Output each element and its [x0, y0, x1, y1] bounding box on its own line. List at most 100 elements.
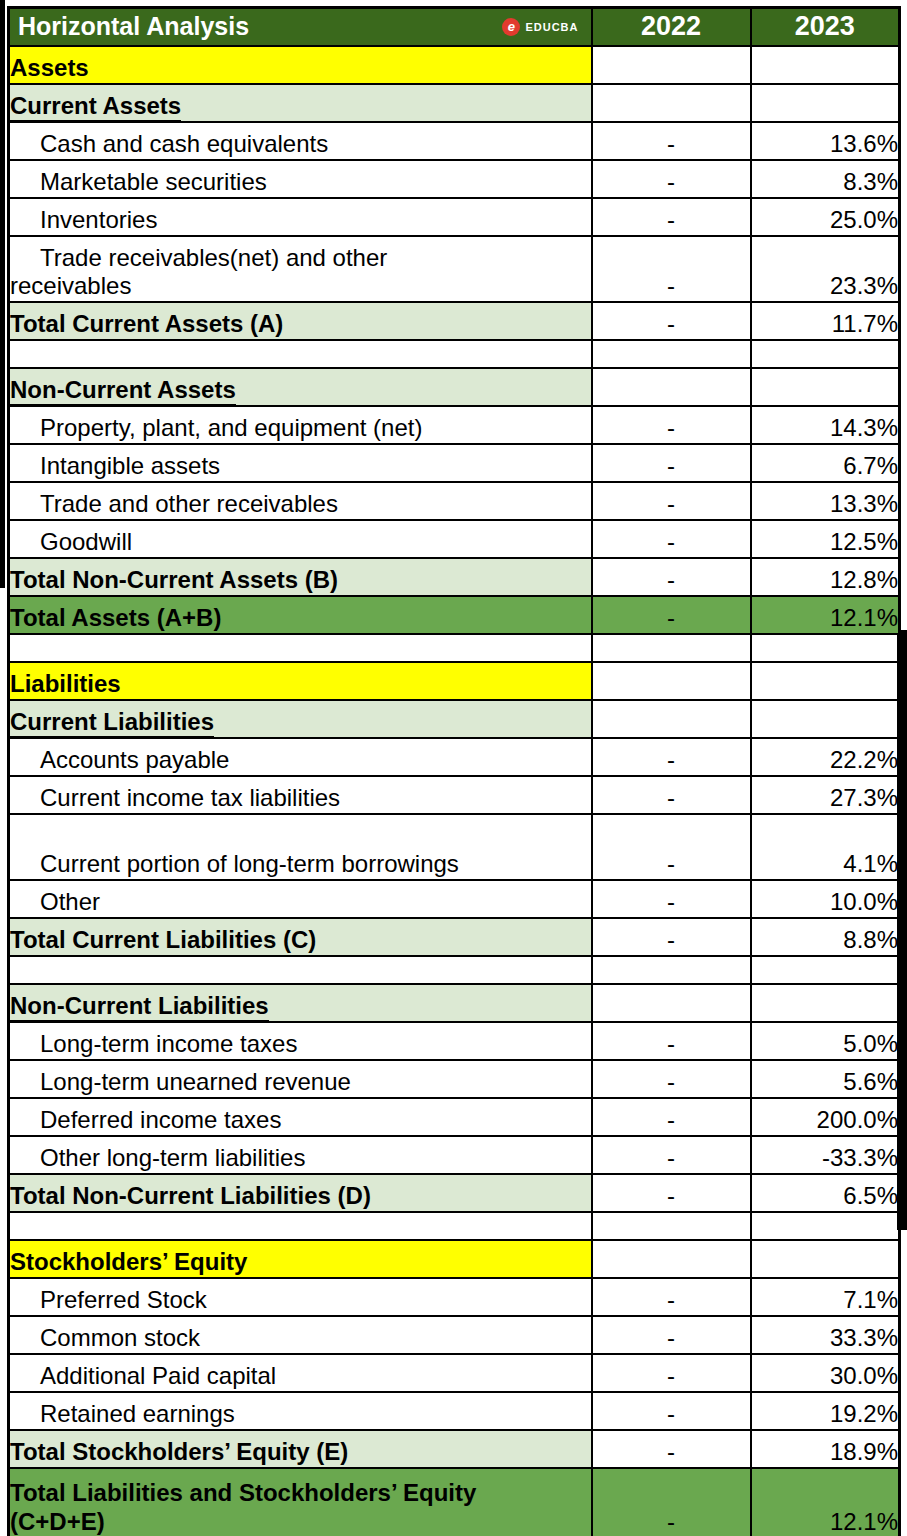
- table-row: Total Non-Current Liabilities (D)-6.5%: [9, 1174, 900, 1212]
- row-label-cell: Current Assets: [9, 84, 592, 122]
- table-row: Preferred Stock-7.1%: [9, 1278, 900, 1316]
- row-label: Total Current Assets (A): [10, 310, 283, 337]
- table-row: Current Liabilities: [9, 700, 900, 738]
- value-2023-cell: 12.8%: [751, 558, 900, 596]
- table-row: Deferred income taxes-200.0%: [9, 1098, 900, 1136]
- row-label-cell: [9, 340, 592, 368]
- value-2022-cell: -: [592, 1430, 751, 1468]
- table-row: Cash and cash equivalents-13.6%: [9, 122, 900, 160]
- table-row: Accounts payable-22.2%: [9, 738, 900, 776]
- row-label: Common stock: [40, 1324, 200, 1351]
- table-row: Non-Current Assets: [9, 368, 900, 406]
- value-2023-cell: 12.1%: [751, 596, 900, 634]
- table-row: Total Current Assets (A)-11.7%: [9, 302, 900, 340]
- value-2022-cell: -: [592, 406, 751, 444]
- value-2023-cell: 6.7%: [751, 444, 900, 482]
- row-label-cell: Total Non-Current Assets (B): [9, 558, 592, 596]
- value-2023-cell: [751, 956, 900, 984]
- table-row: Non-Current Liabilities: [9, 984, 900, 1022]
- row-label: Other: [40, 888, 100, 915]
- row-label-cell: [9, 1212, 592, 1240]
- value-2023-cell: 14.3%: [751, 406, 900, 444]
- column-header-2022: 2022: [592, 8, 751, 46]
- table-row: Intangible assets-6.7%: [9, 444, 900, 482]
- table-row: Goodwill-12.5%: [9, 520, 900, 558]
- row-label: Trade receivables(net) and other receiva…: [10, 244, 387, 299]
- row-label: Cash and cash equivalents: [40, 130, 328, 157]
- row-label: Assets: [10, 54, 89, 81]
- row-label-cell: Retained earnings: [9, 1392, 592, 1430]
- table-row: Other long-term liabilities--33.3%: [9, 1136, 900, 1174]
- value-2022-cell: -: [592, 918, 751, 956]
- value-2022-cell: [592, 634, 751, 662]
- table-row: Retained earnings-19.2%: [9, 1392, 900, 1430]
- row-label: Retained earnings: [40, 1400, 235, 1427]
- header-row: Horizontal Analysis e EDUCBA 2022 2023: [9, 8, 900, 46]
- row-label: Total Non-Current Assets (B): [10, 566, 338, 593]
- table-row: Total Current Liabilities (C)-8.8%: [9, 918, 900, 956]
- row-label: Stockholders’ Equity: [10, 1248, 247, 1275]
- row-label-cell: Non-Current Assets: [9, 368, 592, 406]
- row-label: Total Assets (A+B): [10, 604, 221, 631]
- row-label-cell: Liabilities: [9, 662, 592, 700]
- row-label: Intangible assets: [40, 452, 220, 479]
- blank-row: [9, 956, 900, 984]
- value-2023-cell: 10.0%: [751, 880, 900, 918]
- row-label-cell: Other long-term liabilities: [9, 1136, 592, 1174]
- row-label-cell: Total Liabilities and Stockholders’ Equi…: [9, 1468, 592, 1536]
- row-label: Deferred income taxes: [40, 1106, 281, 1133]
- row-label: Accounts payable: [40, 746, 229, 773]
- row-label-cell: Long-term unearned revenue: [9, 1060, 592, 1098]
- value-2023-cell: [751, 46, 900, 84]
- row-label-cell: Deferred income taxes: [9, 1098, 592, 1136]
- row-label: Current portion of long-term borrowings: [40, 850, 459, 877]
- value-2023-cell: 4.1%: [751, 814, 900, 880]
- value-2022-cell: -: [592, 558, 751, 596]
- value-2023-cell: [751, 634, 900, 662]
- row-label: Current income tax liabilities: [40, 784, 340, 811]
- value-2023-cell: 8.8%: [751, 918, 900, 956]
- value-2022-cell: -: [592, 1136, 751, 1174]
- value-2022-cell: [592, 46, 751, 84]
- row-label-cell: Total Current Liabilities (C): [9, 918, 592, 956]
- row-label: Inventories: [40, 206, 157, 233]
- table-row: Total Liabilities and Stockholders’ Equi…: [9, 1468, 900, 1536]
- table-row: Trade and other receivables-13.3%: [9, 482, 900, 520]
- row-label: Total Non-Current Liabilities (D): [10, 1182, 371, 1209]
- table-row: Marketable securities-8.3%: [9, 160, 900, 198]
- row-label-cell: Total Assets (A+B): [9, 596, 592, 634]
- row-label-cell: [9, 634, 592, 662]
- row-label: Non-Current Assets: [10, 376, 236, 407]
- row-label-cell: Assets: [9, 46, 592, 84]
- value-2022-cell: [592, 700, 751, 738]
- value-2022-cell: -: [592, 302, 751, 340]
- value-2023-cell: 8.3%: [751, 160, 900, 198]
- value-2022-cell: [592, 984, 751, 1022]
- value-2023-cell: -33.3%: [751, 1136, 900, 1174]
- table-row: Total Stockholders’ Equity (E)-18.9%: [9, 1430, 900, 1468]
- value-2022-cell: [592, 1240, 751, 1278]
- column-header-2023: 2023: [751, 8, 900, 46]
- value-2023-cell: [751, 1212, 900, 1240]
- table-row: Long-term income taxes-5.0%: [9, 1022, 900, 1060]
- table-row: Assets: [9, 46, 900, 84]
- row-label-cell: Additional Paid capital: [9, 1354, 592, 1392]
- row-label-cell: Cash and cash equivalents: [9, 122, 592, 160]
- value-2022-cell: -: [592, 1022, 751, 1060]
- row-label: Current Liabilities: [10, 708, 214, 739]
- educba-logo: e EDUCBA: [502, 18, 578, 36]
- value-2022-cell: [592, 340, 751, 368]
- row-label: Non-Current Liabilities: [10, 992, 269, 1023]
- row-label-cell: Marketable securities: [9, 160, 592, 198]
- value-2023-cell: [751, 700, 900, 738]
- value-2023-cell: 5.0%: [751, 1022, 900, 1060]
- row-label: Total Stockholders’ Equity (E): [10, 1438, 348, 1465]
- row-label: Preferred Stock: [40, 1286, 207, 1313]
- row-label-cell: Total Non-Current Liabilities (D): [9, 1174, 592, 1212]
- educba-logo-text: EDUCBA: [525, 21, 578, 33]
- value-2022-cell: -: [592, 160, 751, 198]
- blank-row: [9, 340, 900, 368]
- row-label-cell: Current income tax liabilities: [9, 776, 592, 814]
- table-row: Current portion of long-term borrowings-…: [9, 814, 900, 880]
- value-2022-cell: -: [592, 738, 751, 776]
